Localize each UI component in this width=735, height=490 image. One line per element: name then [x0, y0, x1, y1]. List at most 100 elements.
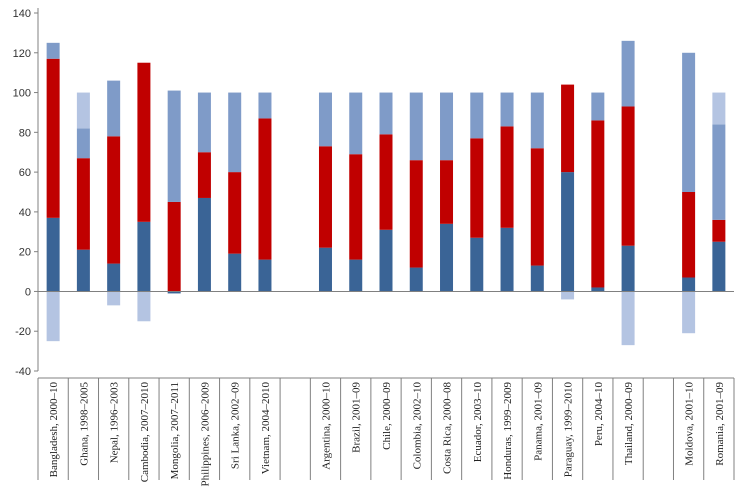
bar-segment-red — [561, 84, 575, 173]
bar-segment-dark_blue — [46, 217, 60, 292]
bar-segment-mid_blue — [409, 92, 423, 161]
y-axis-ticks: -40 -20 0 20 40 60 80 100 120 140 — [13, 8, 38, 378]
category-label: Ecuador, 2003–10 — [472, 382, 484, 463]
y-tick-label: 140 — [13, 8, 31, 20]
category-label: Sri Lanka, 2002–09 — [230, 382, 242, 470]
bar-segment-mid_blue — [379, 92, 393, 135]
bar-segment-dark_blue — [591, 287, 605, 292]
bar-segment-dark_blue — [621, 245, 635, 292]
bar-segment-mid_blue — [107, 80, 121, 137]
y-tick-label: 20 — [19, 247, 31, 259]
category-label: Romania, 2001–09 — [714, 382, 726, 466]
bar-segment-dark_blue — [228, 253, 242, 292]
bar-segment-dark_blue — [500, 227, 514, 292]
bar-segment-mid_blue — [591, 92, 605, 121]
bar-segment-red — [349, 154, 363, 260]
bar-segment-red — [137, 62, 151, 222]
bar-segment-dark_blue — [318, 247, 332, 292]
bar-segment-red — [409, 160, 423, 268]
category-label: Ghana, 1998–2005 — [78, 382, 90, 466]
y-tick-label: -40 — [15, 366, 31, 378]
bar-segment-light_blue — [76, 92, 90, 129]
category-label: Mongolia, 2007–2011 — [169, 382, 181, 479]
bar-segment-mid_blue — [621, 40, 635, 107]
bar-segment-dark_blue — [561, 172, 575, 292]
bar-segment-light_blue — [137, 291, 151, 322]
bar-segment-dark_blue — [409, 267, 423, 292]
y-tick-label: 0 — [25, 286, 31, 298]
bar-segment-mid_blue — [349, 92, 363, 155]
bar-segment-mid_blue — [500, 92, 514, 127]
bar-segment-red — [530, 148, 544, 266]
bar-segment-light_blue — [561, 291, 575, 300]
bar-segment-dark_blue — [712, 241, 726, 292]
bar-segment-dark_blue — [530, 265, 544, 292]
category-label: Bangladesh, 2000–10 — [48, 382, 60, 478]
bar-segment-mid_blue — [76, 128, 90, 159]
bar-segment-dark_blue — [440, 223, 454, 292]
bar-segment-mid_blue — [197, 92, 211, 153]
bar-segment-dark_blue — [76, 249, 90, 292]
bar-segment-red — [107, 136, 121, 264]
bar-segment-red — [318, 146, 332, 248]
bar-segment-dark_blue — [197, 197, 211, 292]
bar-segment-dark_blue — [167, 291, 181, 294]
category-label: Philippines, 2006–2009 — [199, 382, 211, 487]
bar-segment-red — [46, 58, 60, 218]
bar-segment-red — [682, 192, 696, 278]
bar-segment-mid_blue — [440, 92, 454, 161]
bar-segment-light_blue — [107, 291, 121, 306]
bar-segment-light_blue — [712, 92, 726, 125]
x-axis-category-labels: Bangladesh, 2000–10 Ghana, 1998–2005 Nepal… — [48, 382, 726, 487]
bar-segment-red — [167, 201, 181, 292]
bar-segment-red — [712, 219, 726, 242]
y-tick-label: 40 — [19, 207, 31, 219]
bar-segment-mid_blue — [530, 92, 544, 149]
bar-segment-mid_blue — [167, 90, 181, 202]
bar-segment-red — [591, 120, 605, 288]
bar-segment-dark_blue — [258, 259, 272, 292]
bar-segment-dark_blue — [137, 221, 151, 292]
bar-segment-mid_blue — [228, 92, 242, 173]
bar-segment-mid_blue — [46, 42, 60, 59]
category-label: Vietnam, 2004–2010 — [260, 382, 272, 475]
bar-segment-red — [470, 138, 484, 238]
y-tick-label: 80 — [19, 127, 31, 139]
y-tick-label: 120 — [13, 48, 31, 60]
category-label: Honduras, 1999–2009 — [502, 382, 514, 480]
bar-segment-dark_blue — [682, 277, 696, 292]
category-label: Colombia, 2002–10 — [411, 382, 423, 470]
category-label: Costa Rica, 2000–08 — [442, 382, 454, 474]
bar-segment-light_blue — [46, 291, 60, 342]
bar-segment-mid_blue — [470, 92, 484, 139]
category-label: Argentina, 2000–10 — [320, 382, 332, 470]
category-label: Cambodia, 2007–2010 — [139, 382, 151, 483]
bar-segment-mid_blue — [258, 92, 272, 119]
bar-segment-red — [621, 106, 635, 246]
bar-segment-red — [76, 158, 90, 250]
bar-segment-dark_blue — [470, 237, 484, 292]
bar-segment-mid_blue — [682, 52, 696, 192]
y-tick-label: -20 — [15, 326, 31, 338]
bar-segment-dark_blue — [349, 259, 363, 292]
bar-segment-red — [228, 172, 242, 254]
bar-segment-light_blue — [682, 291, 696, 334]
category-label: Panama, 2001–09 — [532, 382, 544, 461]
category-label: Thailand, 2000–09 — [623, 382, 635, 466]
axes-layer — [37, 8, 735, 480]
bar-segment-dark_blue — [379, 229, 393, 292]
bar-segment-red — [197, 152, 211, 198]
bar-segment-red — [379, 134, 393, 230]
y-tick-label: 60 — [19, 167, 31, 179]
bar-segment-red — [258, 118, 272, 260]
bar-segment-red — [500, 126, 514, 228]
category-label: Paraguay, 1999–2010 — [563, 382, 575, 478]
bar-segment-mid_blue — [712, 124, 726, 220]
y-tick-label: 100 — [13, 88, 31, 100]
bars-layer — [46, 40, 726, 346]
bar-segment-light_blue — [621, 291, 635, 346]
bar-segment-dark_blue — [107, 263, 121, 292]
category-label: Nepal, 1996–2003 — [109, 382, 121, 464]
category-label: Peru, 2004–10 — [593, 382, 605, 447]
